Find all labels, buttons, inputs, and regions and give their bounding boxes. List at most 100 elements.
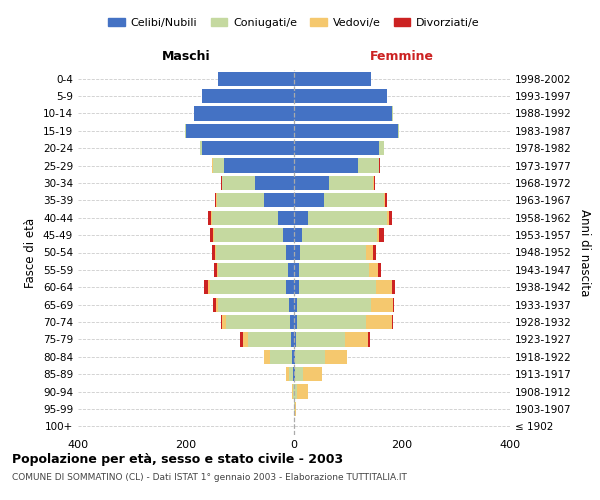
Bar bbox=[213, 228, 214, 242]
Bar bbox=[215, 193, 216, 208]
Bar bbox=[294, 298, 296, 312]
Bar bbox=[294, 315, 296, 329]
Bar bbox=[287, 263, 294, 277]
Bar bbox=[212, 210, 278, 225]
Bar bbox=[295, 367, 302, 382]
Text: COMUNE DI SOMMATINO (CL) - Dati ISTAT 1° gennaio 2003 - Elaborazione TUTTITALIA.: COMUNE DI SOMMATINO (CL) - Dati ISTAT 1°… bbox=[12, 472, 407, 482]
Bar bbox=[366, 315, 392, 329]
Bar bbox=[226, 315, 290, 329]
Bar bbox=[292, 332, 294, 346]
Bar bbox=[301, 246, 367, 260]
Bar bbox=[376, 280, 392, 294]
Bar bbox=[216, 298, 218, 312]
Legend: Celibi/Nubili, Coniugati/e, Vedovi/e, Divorziati/e: Celibi/Nubili, Coniugati/e, Vedovi/e, Di… bbox=[104, 14, 484, 32]
Bar bbox=[296, 315, 366, 329]
Bar bbox=[294, 72, 371, 86]
Bar bbox=[221, 315, 226, 329]
Bar bbox=[224, 158, 294, 172]
Bar bbox=[283, 228, 294, 242]
Bar bbox=[378, 263, 381, 277]
Bar bbox=[294, 210, 308, 225]
Bar bbox=[211, 228, 213, 242]
Bar bbox=[324, 193, 384, 208]
Bar bbox=[218, 72, 294, 86]
Bar bbox=[388, 210, 389, 225]
Bar bbox=[392, 280, 395, 294]
Bar bbox=[294, 124, 398, 138]
Bar bbox=[286, 280, 294, 294]
Bar bbox=[217, 193, 265, 208]
Bar bbox=[294, 384, 296, 398]
Bar bbox=[278, 210, 294, 225]
Bar bbox=[296, 332, 346, 346]
Bar bbox=[377, 228, 379, 242]
Bar bbox=[211, 210, 212, 225]
Bar bbox=[286, 246, 294, 260]
Bar bbox=[392, 315, 393, 329]
Bar bbox=[358, 158, 379, 172]
Bar bbox=[213, 158, 224, 172]
Bar bbox=[379, 141, 383, 156]
Bar bbox=[367, 246, 373, 260]
Bar bbox=[294, 193, 324, 208]
Bar bbox=[294, 263, 299, 277]
Bar bbox=[295, 350, 325, 364]
Bar bbox=[294, 350, 295, 364]
Bar bbox=[294, 246, 301, 260]
Bar bbox=[296, 298, 371, 312]
Bar bbox=[295, 402, 296, 416]
Bar bbox=[308, 210, 388, 225]
Bar bbox=[393, 298, 394, 312]
Bar bbox=[214, 228, 283, 242]
Bar bbox=[325, 350, 347, 364]
Bar bbox=[208, 210, 211, 225]
Bar bbox=[185, 124, 186, 138]
Bar bbox=[289, 367, 293, 382]
Bar bbox=[398, 124, 400, 138]
Y-axis label: Fasce di età: Fasce di età bbox=[25, 218, 37, 288]
Bar bbox=[294, 280, 299, 294]
Bar bbox=[294, 158, 358, 172]
Text: Maschi: Maschi bbox=[161, 50, 211, 62]
Text: Popolazione per età, sesso e stato civile - 2003: Popolazione per età, sesso e stato civil… bbox=[12, 452, 343, 466]
Bar bbox=[194, 106, 294, 120]
Bar bbox=[294, 141, 379, 156]
Bar bbox=[186, 124, 294, 138]
Bar bbox=[218, 263, 287, 277]
Bar bbox=[292, 350, 294, 364]
Bar bbox=[265, 350, 270, 364]
Bar bbox=[294, 106, 392, 120]
Bar bbox=[379, 228, 383, 242]
Bar bbox=[215, 246, 216, 260]
Bar bbox=[368, 332, 370, 346]
Y-axis label: Anni di nascita: Anni di nascita bbox=[578, 209, 591, 296]
Bar bbox=[371, 298, 393, 312]
Bar bbox=[214, 263, 217, 277]
Bar bbox=[302, 228, 377, 242]
Bar bbox=[216, 246, 286, 260]
Bar bbox=[286, 367, 289, 382]
Bar bbox=[368, 263, 378, 277]
Bar bbox=[289, 298, 294, 312]
Bar bbox=[373, 246, 376, 260]
Bar bbox=[208, 280, 211, 294]
Bar bbox=[212, 246, 215, 260]
Bar bbox=[294, 228, 302, 242]
Bar bbox=[270, 350, 292, 364]
Bar bbox=[389, 210, 392, 225]
Bar bbox=[248, 332, 292, 346]
Bar bbox=[290, 315, 294, 329]
Bar bbox=[302, 367, 322, 382]
Bar bbox=[199, 141, 202, 156]
Bar bbox=[384, 193, 385, 208]
Bar bbox=[296, 384, 308, 398]
Bar bbox=[294, 332, 296, 346]
Bar bbox=[329, 176, 373, 190]
Bar bbox=[294, 176, 329, 190]
Bar bbox=[299, 280, 376, 294]
Bar bbox=[294, 89, 387, 103]
Bar bbox=[202, 89, 294, 103]
Bar bbox=[221, 176, 255, 190]
Bar bbox=[255, 176, 294, 190]
Bar bbox=[379, 158, 380, 172]
